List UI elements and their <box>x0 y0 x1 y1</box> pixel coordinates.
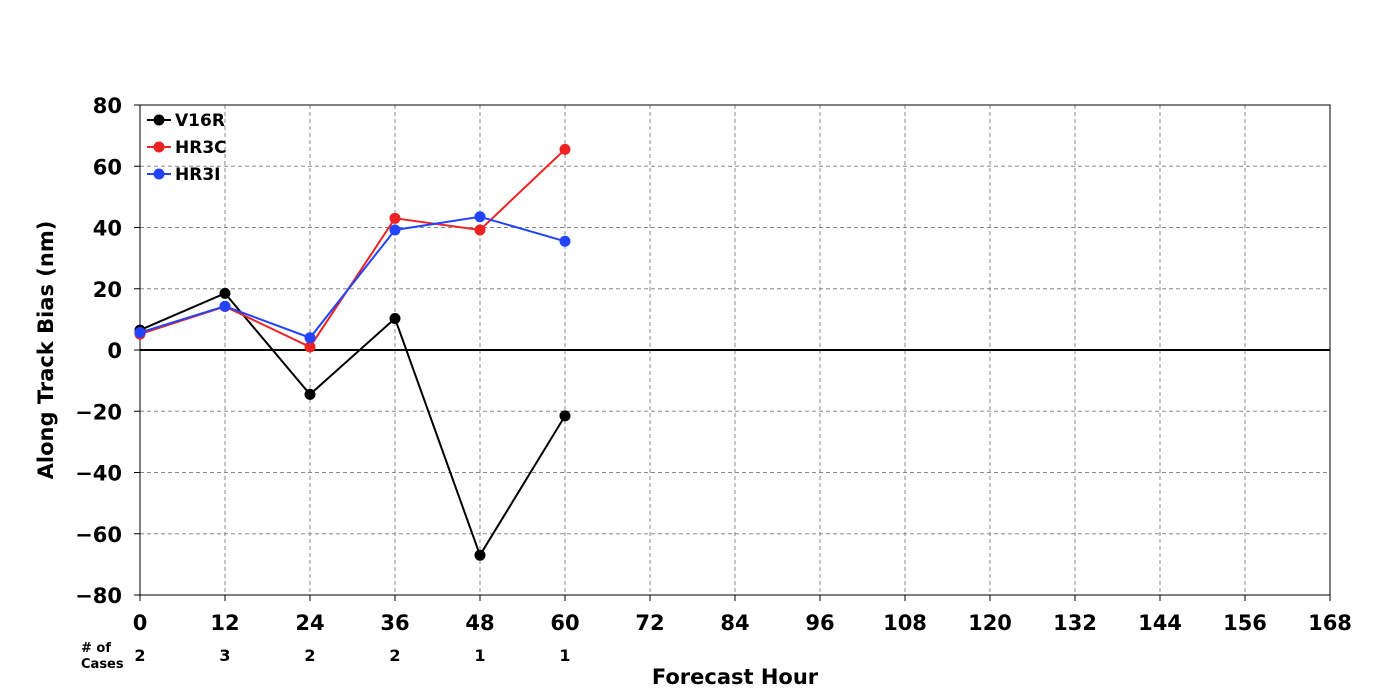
case-count: 2 <box>389 646 400 665</box>
series-layer <box>134 143 571 561</box>
x-tick-label: 132 <box>1053 611 1097 635</box>
series-line-v16r <box>139 292 566 558</box>
data-point-hr3i <box>559 235 571 247</box>
case-count: 1 <box>474 646 485 665</box>
x-tick-label: 0 <box>133 611 148 635</box>
x-tick-label: 156 <box>1223 611 1267 635</box>
y-axis-title: Along Track Bias (nm) <box>34 221 58 480</box>
x-tick-label: 24 <box>295 611 324 635</box>
legend-marker-hr3i <box>153 168 165 180</box>
y-tick-label: −20 <box>75 400 122 424</box>
data-point-hr3c <box>304 341 316 353</box>
x-tick-label: 60 <box>550 611 579 635</box>
x-tick-label: 96 <box>805 611 834 635</box>
data-point-hr3c <box>559 143 571 155</box>
y-tick-label: −60 <box>75 523 122 547</box>
y-tick-label: 80 <box>93 94 122 118</box>
x-tick-label: 72 <box>635 611 664 635</box>
data-point-v16r <box>389 312 401 324</box>
legend-label-hr3c: HR3C <box>175 138 227 158</box>
y-tick-label: −80 <box>75 584 122 608</box>
grid <box>140 105 1330 595</box>
x-tick-label: 144 <box>1138 611 1182 635</box>
data-point-hr3i <box>219 300 231 312</box>
y-tick-label: −40 <box>75 462 122 486</box>
x-tick-label: 168 <box>1308 611 1352 635</box>
y-tick-label: 0 <box>107 339 122 363</box>
x-axis-title: Forecast Hour <box>652 665 819 689</box>
x-tick-label: 12 <box>210 611 239 635</box>
legend-marker-hr3c <box>153 141 165 153</box>
data-point-v16r <box>304 388 316 400</box>
y-tick-label: 20 <box>93 278 122 302</box>
data-point-hr3i <box>134 327 146 339</box>
data-point-hr3i <box>474 211 486 223</box>
data-point-hr3i <box>304 332 316 344</box>
x-tick-label: 48 <box>465 611 494 635</box>
legend-label-hr3i: HR3I <box>175 165 220 185</box>
case-count: 2 <box>304 646 315 665</box>
axes: 0 12 24 36 48 60 72 84 96 108 120 132 144 156 16880604… <box>75 94 1352 665</box>
x-tick-label: 36 <box>380 611 409 635</box>
case-count: 1 <box>559 646 570 665</box>
legend: V16R HR3C HR3I <box>147 111 227 185</box>
data-point-v16r <box>219 287 231 299</box>
data-point-hr3i <box>389 224 401 236</box>
labels: Forecast Hour Along Track Bias (nm) # of… <box>34 221 819 689</box>
legend-marker-v16r <box>153 114 165 126</box>
x-tick-label: 120 <box>968 611 1012 635</box>
cases-label-line2: Cases <box>81 657 124 672</box>
legend-label-v16r: V16R <box>175 111 225 131</box>
data-point-hr3c <box>474 224 486 236</box>
y-tick-label: 40 <box>93 217 122 241</box>
data-point-v16r <box>474 549 486 561</box>
series-line-hr3i <box>139 215 566 339</box>
data-point-hr3c <box>389 212 401 224</box>
x-tick-label: 108 <box>883 611 927 635</box>
case-count: 2 <box>134 646 145 665</box>
x-tick-label: 84 <box>720 611 749 635</box>
data-point-v16r <box>559 410 571 422</box>
case-count: 3 <box>219 646 230 665</box>
cases-label-line1: # of <box>81 641 111 656</box>
y-tick-label: 60 <box>93 155 122 179</box>
